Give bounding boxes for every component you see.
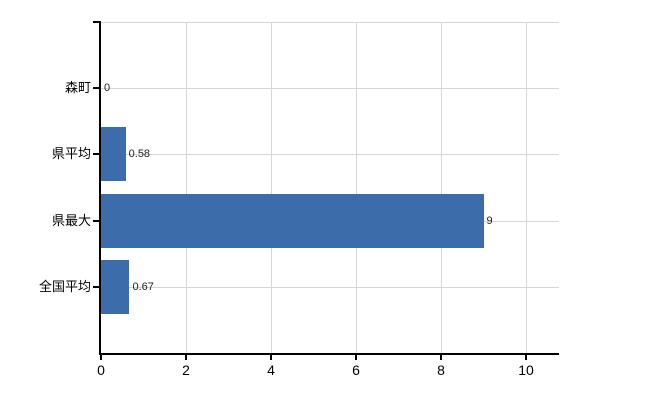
value-label: 9 bbox=[486, 214, 493, 227]
x-tick-label: 6 bbox=[352, 362, 360, 378]
y-tick bbox=[93, 285, 99, 288]
y-tick bbox=[93, 87, 99, 90]
x-tick-label: 0 bbox=[97, 362, 105, 378]
category-label: 全国平均 bbox=[38, 278, 91, 294]
y-gridline bbox=[101, 88, 559, 90]
bar-2 bbox=[101, 193, 484, 248]
value-label: 0 bbox=[104, 82, 111, 95]
x-gridline bbox=[526, 22, 527, 353]
x-tick-label: 8 bbox=[437, 362, 445, 378]
category-label: 県平均 bbox=[51, 146, 91, 162]
x-gridline bbox=[441, 22, 442, 353]
x-tick bbox=[100, 355, 102, 360]
x-tick bbox=[270, 355, 272, 360]
category-label: 森町 bbox=[64, 80, 91, 96]
category-label: 県最大 bbox=[51, 212, 91, 228]
x-tick bbox=[355, 355, 357, 360]
x-gridline bbox=[186, 22, 187, 353]
bar-1 bbox=[101, 127, 126, 182]
x-tick-label: 4 bbox=[267, 362, 275, 378]
y-gridline bbox=[101, 286, 559, 288]
x-axis-line bbox=[99, 353, 559, 355]
y-axis-top-tick bbox=[93, 21, 99, 23]
y-gridline bbox=[101, 154, 559, 156]
value-label: 0.67 bbox=[132, 280, 154, 293]
x-tick-label: 2 bbox=[182, 362, 190, 378]
x-gridline bbox=[356, 22, 357, 353]
y-tick bbox=[93, 219, 99, 222]
plot-top-border bbox=[101, 22, 559, 23]
x-tick bbox=[440, 355, 442, 360]
y-axis-line bbox=[99, 21, 101, 354]
x-gridline bbox=[271, 22, 272, 353]
bar-3 bbox=[101, 259, 130, 314]
y-tick bbox=[93, 153, 99, 156]
x-tick bbox=[525, 355, 527, 360]
value-label: 0.58 bbox=[128, 148, 151, 161]
x-tick bbox=[185, 355, 187, 360]
x-tick-label: 10 bbox=[518, 362, 534, 378]
